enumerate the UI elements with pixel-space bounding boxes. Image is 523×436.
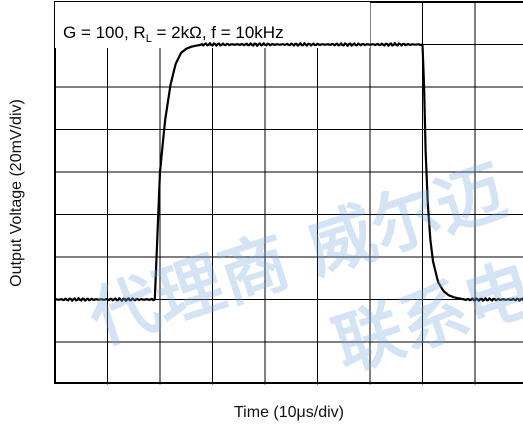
plot-frame: [54, 1, 523, 384]
y-axis-label: Output Voltage (20mV/div): [8, 98, 25, 287]
annotation-text: G = 100, RL = 2kΩ, f = 10kHz: [63, 23, 284, 45]
series-trace: [54, 42, 523, 302]
x-axis-label: Time (10μs/div): [234, 404, 344, 421]
oscilloscope-plot: G = 100, RL = 2kΩ, f = 10kHz: [54, 1, 523, 385]
grid: [55, 2, 523, 385]
annotation-box: [55, 2, 370, 48]
